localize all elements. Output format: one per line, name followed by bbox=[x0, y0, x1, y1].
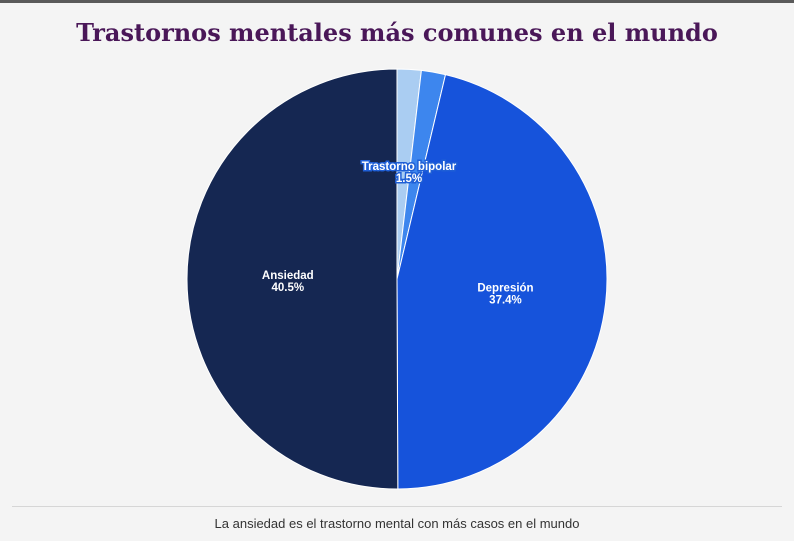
slice-value-trastorno-bipolar: 1.5% bbox=[396, 173, 422, 185]
slice-label-trastorno-bipolar: Trastorno bipolar bbox=[362, 161, 457, 173]
top-border bbox=[0, 0, 794, 3]
caption-divider bbox=[12, 506, 782, 507]
slice-value-depresion: 37.4% bbox=[489, 294, 522, 306]
slice-label-ansiedad: Ansiedad bbox=[262, 270, 314, 282]
chart-title: Trastornos mentales más comunes en el mu… bbox=[76, 18, 718, 47]
pie-slice-depresion bbox=[396, 74, 608, 490]
slice-value-ansiedad: 40.5% bbox=[271, 282, 304, 294]
pie-slice-ansiedad bbox=[186, 68, 399, 490]
slice-label-depresion: Depresión bbox=[477, 282, 533, 294]
chart-caption: La ansiedad es el trastorno mental con m… bbox=[214, 516, 580, 531]
